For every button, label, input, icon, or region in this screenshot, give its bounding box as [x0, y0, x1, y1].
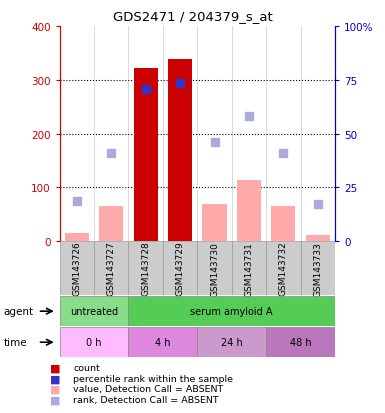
Text: count: count: [73, 363, 100, 372]
Text: GDS2471 / 204379_s_at: GDS2471 / 204379_s_at: [113, 10, 272, 23]
Text: 4 h: 4 h: [155, 337, 171, 347]
Bar: [232, 242, 266, 295]
Bar: [197, 328, 266, 357]
Bar: [306, 235, 330, 242]
Bar: [60, 242, 94, 295]
Bar: [301, 242, 335, 295]
Text: 48 h: 48 h: [290, 337, 311, 347]
Text: value, Detection Call = ABSENT: value, Detection Call = ABSENT: [73, 385, 223, 394]
Bar: [65, 234, 89, 242]
Text: time: time: [4, 337, 27, 347]
Bar: [129, 242, 163, 295]
Bar: [197, 242, 232, 295]
Text: rank, Detection Call = ABSENT: rank, Detection Call = ABSENT: [73, 395, 219, 404]
Text: GSM143733: GSM143733: [313, 241, 322, 296]
Text: GSM143732: GSM143732: [279, 241, 288, 296]
Text: ■: ■: [50, 384, 60, 394]
Bar: [129, 297, 335, 326]
Text: ■: ■: [50, 363, 60, 373]
Bar: [99, 206, 123, 242]
Text: percentile rank within the sample: percentile rank within the sample: [73, 374, 233, 383]
Bar: [237, 181, 261, 242]
Bar: [266, 242, 301, 295]
Text: GSM143727: GSM143727: [107, 241, 116, 296]
Text: GSM143729: GSM143729: [176, 241, 185, 296]
Text: GSM143731: GSM143731: [244, 241, 253, 296]
Bar: [129, 328, 197, 357]
Text: 24 h: 24 h: [221, 337, 243, 347]
Bar: [203, 204, 226, 242]
Text: agent: agent: [4, 306, 34, 316]
Bar: [60, 328, 129, 357]
Text: ■: ■: [50, 395, 60, 405]
Text: GSM143726: GSM143726: [72, 241, 81, 296]
Text: GSM143728: GSM143728: [141, 241, 150, 296]
Bar: [94, 242, 129, 295]
Text: untreated: untreated: [70, 306, 118, 316]
Text: serum amyloid A: serum amyloid A: [191, 306, 273, 316]
Bar: [271, 206, 295, 242]
Bar: [163, 242, 197, 295]
Text: GSM143730: GSM143730: [210, 241, 219, 296]
Text: ■: ■: [50, 373, 60, 383]
Bar: [168, 60, 192, 242]
Text: 0 h: 0 h: [86, 337, 102, 347]
Bar: [266, 328, 335, 357]
Bar: [60, 297, 129, 326]
Bar: [134, 69, 158, 242]
